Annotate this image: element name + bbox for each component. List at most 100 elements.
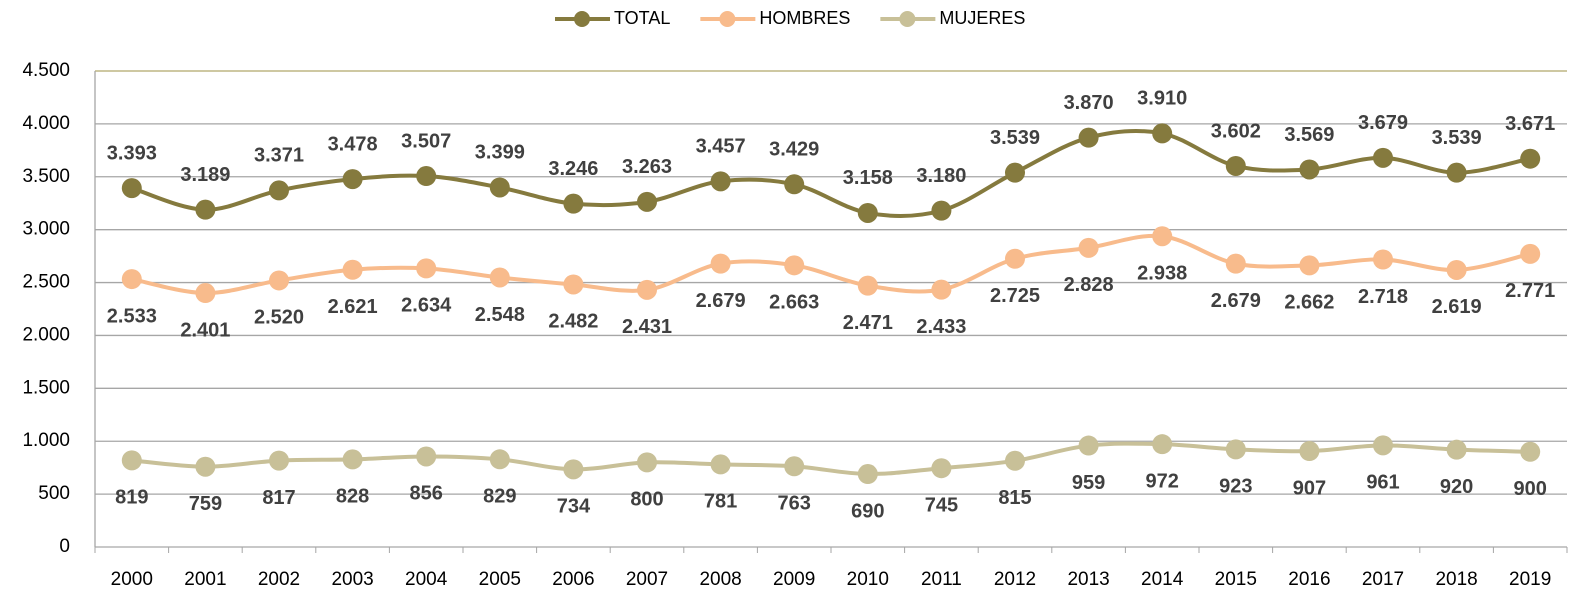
data-label: 2.533: [107, 305, 157, 327]
data-point: [489, 267, 510, 288]
data-point: [342, 169, 363, 190]
data-point: [931, 458, 952, 479]
legend-marker: [899, 11, 916, 27]
data-point: [1078, 237, 1099, 258]
data-label: 3.180: [916, 165, 966, 187]
y-tick-label: 2.000: [22, 324, 70, 345]
data-label: 2.431: [622, 316, 672, 338]
data-label: 2.938: [1137, 263, 1187, 285]
data-label: 3.602: [1211, 120, 1261, 142]
data-label: 3.870: [1064, 92, 1114, 114]
y-tick-label: 1.000: [22, 430, 70, 451]
data-label: 2.520: [254, 307, 304, 329]
data-point: [1373, 435, 1393, 456]
data-point: [1373, 249, 1393, 270]
data-label: 961: [1366, 472, 1399, 494]
data-label: 3.246: [548, 158, 598, 180]
data-label: 815: [998, 487, 1031, 509]
data-label: 3.429: [769, 139, 819, 161]
data-point: [1225, 253, 1246, 274]
data-point: [1225, 439, 1246, 460]
data-point: [710, 253, 731, 274]
data-label: 819: [115, 487, 148, 509]
x-tick-label: 2007: [626, 569, 668, 590]
y-tick-label: 2.500: [22, 272, 70, 293]
data-label: 800: [630, 489, 663, 511]
data-point: [1078, 127, 1099, 148]
data-label: 3.569: [1284, 124, 1334, 146]
data-label: 2.634: [401, 295, 452, 317]
data-label: 907: [1293, 477, 1326, 499]
legend-marker: [574, 11, 590, 27]
y-tick-label: 4.500: [22, 60, 70, 81]
data-label: 2.679: [696, 290, 746, 312]
legend-label: MUJERES: [939, 8, 1025, 28]
y-tick-label: 1.500: [22, 377, 70, 398]
data-label: 759: [189, 493, 222, 515]
x-tick-label: 2016: [1288, 569, 1330, 590]
x-tick-label: 2012: [994, 569, 1036, 590]
data-label: 2.433: [916, 316, 966, 338]
data-point: [710, 454, 731, 475]
data-point: [1152, 226, 1173, 247]
data-point: [857, 202, 878, 223]
data-point: [637, 191, 657, 212]
data-point: [1520, 243, 1541, 264]
data-label: 3.189: [180, 164, 230, 186]
data-point: [121, 450, 142, 471]
data-label: 3.457: [696, 136, 746, 158]
x-tick-label: 2003: [331, 569, 373, 590]
data-label: 2.718: [1358, 286, 1408, 308]
data-label: 3.507: [401, 130, 451, 152]
data-point: [1446, 259, 1467, 280]
series-line: [131, 441, 1531, 477]
y-tick-label: 4.000: [22, 113, 70, 134]
data-point: [269, 450, 289, 471]
data-point: [637, 279, 657, 300]
data-point: [1005, 162, 1025, 183]
x-tick-label: 2005: [479, 569, 521, 590]
data-point: [195, 199, 216, 220]
data-point: [563, 459, 584, 480]
data-point: [1299, 441, 1320, 462]
x-tick-label: 2001: [184, 569, 226, 590]
data-label: 3.158: [843, 167, 893, 189]
data-point: [931, 200, 952, 221]
data-point: [1005, 248, 1025, 269]
data-label: 690: [851, 500, 884, 522]
data-label: 2.471: [843, 312, 893, 334]
data-point: [637, 452, 657, 473]
x-tick-label: 2008: [699, 569, 741, 590]
data-label: 856: [410, 483, 443, 505]
data-point: [784, 174, 805, 195]
data-label: 2.548: [475, 304, 525, 326]
data-point: [489, 177, 510, 198]
data-point: [1373, 147, 1393, 168]
data-label: 2.482: [548, 311, 598, 333]
data-label: 923: [1219, 476, 1252, 498]
data-label: 900: [1514, 478, 1547, 500]
data-point: [269, 180, 289, 201]
legend-label: TOTAL: [614, 8, 670, 28]
x-tick-label: 2013: [1067, 569, 1109, 590]
data-label: 3.679: [1358, 112, 1408, 134]
x-tick-label: 2018: [1435, 569, 1477, 590]
data-label: 2.771: [1505, 280, 1555, 302]
data-point: [416, 258, 437, 279]
data-label: 828: [336, 486, 369, 508]
data-label: 781: [704, 491, 737, 513]
y-tick-label: 0: [59, 536, 70, 557]
data-label: 3.393: [107, 142, 157, 164]
x-tick-label: 2000: [111, 569, 153, 590]
y-tick-label: 3.000: [22, 219, 70, 240]
data-label: 2.401: [180, 319, 230, 341]
data-point: [489, 449, 510, 470]
data-point: [416, 446, 437, 467]
data-label: 3.399: [475, 142, 525, 164]
data-label: 763: [778, 493, 811, 515]
data-point: [269, 270, 289, 291]
data-point: [195, 283, 216, 304]
data-label: 3.910: [1137, 88, 1187, 110]
data-label: 829: [483, 486, 516, 508]
data-label: 2.725: [990, 285, 1040, 307]
